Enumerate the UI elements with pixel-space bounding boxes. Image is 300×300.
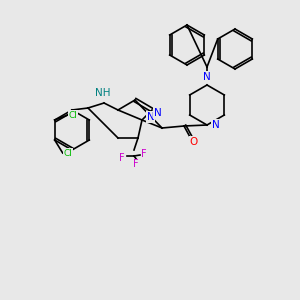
Text: Cl: Cl [69, 110, 78, 119]
Text: Cl: Cl [64, 148, 73, 158]
Text: N: N [147, 112, 155, 122]
Text: N: N [154, 108, 162, 118]
Text: O: O [190, 137, 198, 147]
Text: F: F [133, 159, 139, 169]
Text: F: F [119, 153, 125, 163]
Text: N: N [212, 120, 220, 130]
Text: N: N [203, 72, 211, 82]
Text: NH: NH [95, 88, 111, 98]
Text: F: F [141, 149, 147, 159]
